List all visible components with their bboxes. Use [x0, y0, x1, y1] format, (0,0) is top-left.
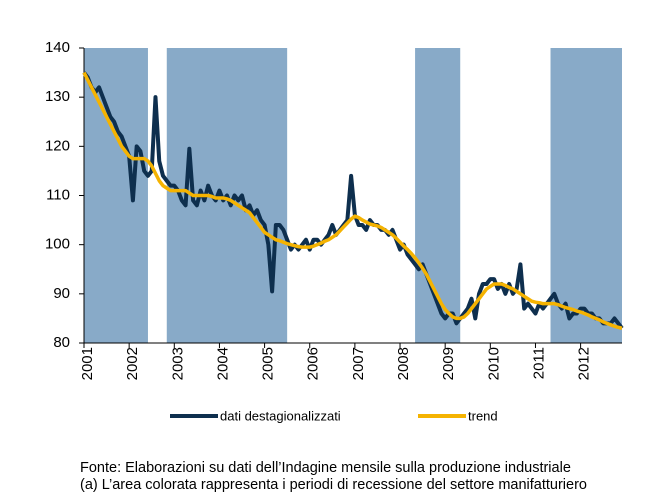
- x-tick-label: 2010: [485, 347, 502, 380]
- y-tick-label: 100: [45, 236, 70, 253]
- y-tick-label: 120: [45, 137, 70, 154]
- x-tick-label: 2001: [79, 347, 96, 380]
- x-tick-label: 2002: [124, 347, 141, 380]
- x-tick-label: 2012: [576, 347, 593, 380]
- y-tick-label: 140: [45, 39, 70, 56]
- footnote: (a) L’area colorata rappresenta i period…: [80, 477, 587, 493]
- y-tick-label: 90: [53, 285, 70, 302]
- x-tick-label: 2011: [530, 347, 547, 379]
- x-tick-label: 2004: [214, 347, 231, 380]
- x-tick-label: 2009: [440, 347, 457, 380]
- source-note: Fonte: Elaborazioni su dati dell’Indagin…: [80, 460, 571, 476]
- legend-label: trend: [468, 408, 498, 423]
- x-tick-label: 2005: [260, 347, 277, 380]
- x-tick-label: 2006: [305, 347, 322, 380]
- recession-band: [550, 48, 622, 343]
- legend-label: dati destagionalizzati: [220, 408, 341, 423]
- y-tick-label: 110: [46, 186, 70, 203]
- x-tick-label: 2003: [169, 347, 186, 380]
- series-line: [82, 71, 624, 330]
- x-tick-label: 2008: [395, 347, 412, 380]
- y-tick-label: 80: [53, 334, 70, 351]
- x-tick-label: 2007: [350, 347, 367, 380]
- series-line: [82, 71, 623, 330]
- y-tick-label: 130: [45, 88, 70, 105]
